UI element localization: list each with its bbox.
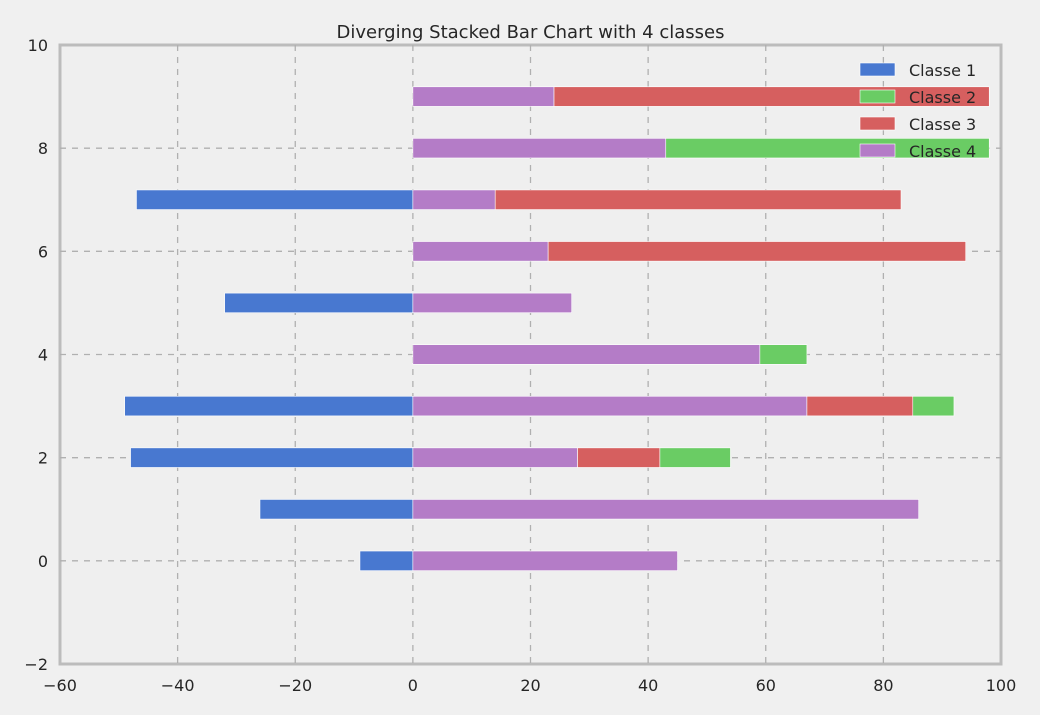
x-tick-label-0: −60	[43, 676, 77, 695]
legend-label-2: Classe 2	[909, 88, 976, 107]
x-tick-label-8: 100	[986, 676, 1017, 695]
bar-classe-4-0	[412, 550, 678, 571]
bar-classe-3-7	[494, 189, 902, 210]
x-tick-label-7: 80	[873, 676, 893, 695]
bar-classe-2-2	[659, 447, 731, 468]
legend-swatch-3	[859, 116, 896, 131]
bar-classe-3-6	[547, 241, 967, 262]
bar-classe-2-4	[759, 344, 808, 365]
legend-swatch-4	[859, 143, 896, 158]
bar-classe-1-0	[359, 550, 414, 571]
legend-label-1: Classe 1	[909, 61, 976, 80]
bar-classe-3-2	[577, 447, 661, 468]
bar-classe-4-8	[412, 138, 667, 159]
legend-swatch-1	[859, 62, 896, 77]
bar-classe-2-3	[912, 395, 955, 417]
y-tick-label-2: 2	[38, 449, 48, 468]
y-tick-label-5: 8	[38, 139, 48, 158]
x-tick-label-2: −20	[278, 676, 312, 695]
bar-classe-3-3	[806, 395, 914, 417]
bar-classe-4-4	[412, 344, 761, 365]
y-tick-label-0: −2	[24, 655, 48, 674]
x-tick-label-3: 0	[408, 676, 418, 695]
legend: Classe 1 Classe 2 Classe 3 Classe 4	[859, 61, 976, 161]
legend-label-4: Classe 4	[909, 142, 976, 161]
x-tick-label-5: 40	[638, 676, 658, 695]
bar-classe-1-1	[259, 499, 414, 520]
x-tick-label-1: −40	[161, 676, 195, 695]
bar-classe-4-6	[412, 241, 549, 262]
x-tick-label-6: 60	[756, 676, 776, 695]
bar-classe-1-5	[224, 292, 414, 314]
y-tick-label-6: 10	[28, 36, 48, 55]
bar-classe-1-3	[124, 395, 414, 417]
bars	[124, 86, 990, 571]
x-tick-label-4: 20	[520, 676, 540, 695]
bar-classe-4-3	[412, 395, 808, 417]
bar-classe-1-7	[136, 189, 414, 210]
chart-title: Diverging Stacked Bar Chart with 4 class…	[337, 22, 725, 43]
bar-classe-2-8	[665, 138, 990, 159]
bar-classe-1-2	[130, 447, 414, 468]
bar-classe-4-9	[412, 86, 555, 107]
bar-classe-4-2	[412, 447, 578, 468]
bar-classe-4-5	[412, 292, 572, 314]
legend-swatch-2	[859, 89, 896, 104]
bar-classe-4-1	[412, 499, 919, 520]
y-tick-label-3: 4	[38, 346, 48, 365]
bar-classe-4-7	[412, 189, 496, 210]
x-axis-ticks: −60 −40 −20 0 20 40 60 80 100	[43, 676, 1016, 695]
y-tick-label-4: 6	[38, 242, 48, 261]
y-axis-ticks: −2 0 2 4 6 8 10	[24, 36, 48, 674]
legend-label-3: Classe 3	[909, 115, 976, 134]
y-tick-label-1: 0	[38, 552, 48, 571]
